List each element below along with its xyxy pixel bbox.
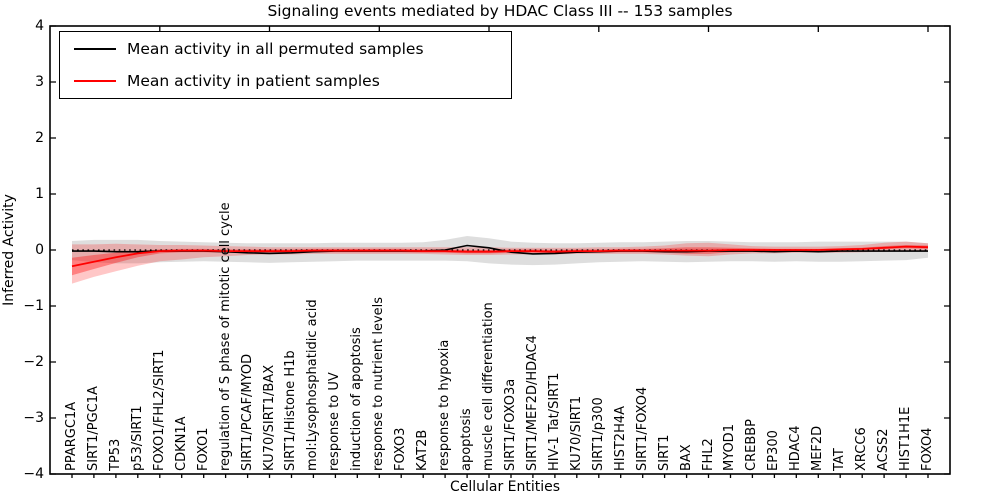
x-category-label: SIRT1/Histone H1b [283,350,299,471]
x-category-label: SIRT1/FOXO4 [634,386,650,471]
x-category-label: BAX [678,444,694,471]
x-category-label: response to nutrient levels [371,296,387,471]
legend-item-label: Mean activity in patient samples [127,72,380,90]
y-tick-label: 3 [35,74,44,90]
patient-mean-line [71,245,929,268]
x-category-label: response to hypoxia [437,339,453,471]
legend-line-swatch-permuted [74,48,116,50]
x-category-label: muscle cell differentiation [481,302,497,471]
x-category-label: SIRT1/p300 [590,397,606,471]
x-category-label: HIV-1 Tat/SIRT1 [546,372,562,471]
x-category-label: HIST1H1E [898,406,914,471]
x-category-label: SIRT1/MEF2D/HDAC4 [524,335,540,471]
x-category-label: MYOD1 [722,424,738,471]
x-category-label: FHL2 [700,438,716,471]
y-tick-label: 1 [35,186,44,202]
legend-item-label: Mean activity in all permuted samples [127,40,424,58]
x-category-label: CDKN1A [173,416,189,471]
x-category-label: KU70/SIRT1/BAX [261,364,277,471]
x-category-label: response to UV [327,372,343,471]
legend-line-swatch-patient [74,80,116,82]
x-category-label: TP53 [107,438,123,471]
x-category-label: SIRT1/PGC1A [85,386,101,471]
x-category-label: CREBBP [744,419,760,471]
x-category-label: induction of apoptosis [349,327,365,471]
y-tick-label: −2 [23,354,44,370]
x-category-label: regulation of S phase of mitotic cell cy… [217,202,233,471]
x-category-label: TAT [832,448,848,471]
x-category-label: KAT2B [415,429,431,471]
y-tick-label: −1 [23,298,44,314]
x-category-label: apoptosis [459,408,475,471]
y-tick-label: 0 [35,242,44,258]
x-category-label: SIRT1/PCAF/MYOD [239,353,255,471]
x-category-label: SIRT1 [656,434,672,471]
x-category-label: KU70/SIRT1 [568,396,584,471]
legend: Mean activity in all permuted samples Me… [59,31,512,99]
x-category-label: MEF2D [810,425,826,471]
x-category-label: SIRT1/FOXO3a [502,378,518,471]
y-tick-label: −3 [23,410,44,426]
x-category-label: FOXO1/FHL2/SIRT1 [151,349,167,471]
x-category-label: XRCC6 [854,427,870,471]
axis-ticks [50,25,950,478]
x-category-label: p53/SIRT1 [129,405,145,471]
x-category-label: HDAC4 [788,425,804,471]
x-category-label: FOXO4 [920,427,936,471]
x-category-label: mol:Lysophosphatidic acid [305,299,321,471]
x-category-label: ACSS2 [876,428,892,471]
legend-item-permuted: Mean activity in all permuted samples [60,34,511,64]
y-tick-label: 4 [35,18,44,34]
x-category-label: EP300 [766,430,782,471]
y-tick-label: 2 [35,130,44,146]
plot-title: Signaling events mediated by HDAC Class … [267,2,733,20]
legend-item-patient: Mean activity in patient samples [60,66,511,96]
x-category-label: HIST2H4A [612,405,628,471]
x-category-label: FOXO3 [393,427,409,471]
x-category-label: FOXO1 [195,427,211,471]
x-axis-label: Cellular Entities [449,479,561,495]
x-category-label: PPARGC1A [63,401,79,471]
patient-confidence-band [72,241,928,284]
y-tick-label: −4 [23,466,44,482]
